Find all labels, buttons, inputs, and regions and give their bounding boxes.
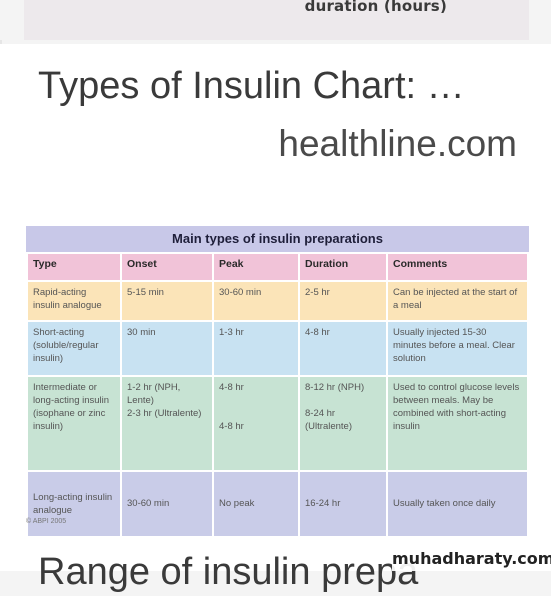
cell-duration: 2-5 hr xyxy=(298,280,388,322)
cell-onset: 1-2 hr (NPH, Lente) 2-3 hr (Ultralente) xyxy=(120,374,214,472)
header-type: Type xyxy=(26,252,122,282)
previous-result-image[interactable]: duration (hours) xyxy=(24,0,529,40)
result-image[interactable]: Main types of insulin preparations Type … xyxy=(24,226,529,539)
cell-peak: 1-3 hr xyxy=(212,319,300,377)
result-title[interactable]: Types of Insulin Chart: … xyxy=(38,65,465,107)
header-onset: Onset xyxy=(120,252,214,282)
header-peak: Peak xyxy=(212,252,300,282)
cell-type: Long-acting insulin analogue xyxy=(26,469,122,539)
copyright-note: © ABPI 2005 xyxy=(26,518,67,525)
cell-comments: Usually taken once daily xyxy=(386,469,529,539)
cell-duration: 8-12 hr (NPH) 8-24 hr (Ultralente) xyxy=(298,374,388,472)
cell-peak: 4-8 hr 4-8 hr xyxy=(212,374,300,472)
cell-peak: No peak xyxy=(212,469,300,539)
insulin-table: Main types of insulin preparations Type … xyxy=(26,226,529,539)
cell-comments: Used to control glucose levels between m… xyxy=(386,374,529,472)
cell-onset: 30-60 min xyxy=(120,469,214,539)
table-row: Short-acting (soluble/regular insulin) 3… xyxy=(26,319,529,377)
cell-type: Rapid-acting insulin analogue xyxy=(26,280,122,322)
table-row: Intermediate or long-acting insulin (iso… xyxy=(26,374,529,472)
previous-image-label: duration (hours) xyxy=(304,0,447,15)
cell-type: Short-acting (soluble/regular insulin) xyxy=(26,319,122,377)
cell-duration: 4-8 hr xyxy=(298,319,388,377)
next-result-title[interactable]: Range of insulin prepa xyxy=(38,551,419,593)
header-comments: Comments xyxy=(386,252,529,282)
result-source[interactable]: healthline.com xyxy=(278,123,517,164)
cell-comments: Can be injected at the start of a meal xyxy=(386,280,529,322)
site-watermark: muhadharaty.com xyxy=(392,546,551,571)
cell-onset: 30 min xyxy=(120,319,214,377)
table-row: Rapid-acting insulin analogue 5-15 min 3… xyxy=(26,280,529,322)
table-header-row: Type Onset Peak Duration Comments xyxy=(26,252,529,282)
cell-comments: Usually injected 15-30 minutes before a … xyxy=(386,319,529,377)
header-duration: Duration xyxy=(298,252,388,282)
cell-onset: 5-15 min xyxy=(120,280,214,322)
cell-duration: 16-24 hr xyxy=(298,469,388,539)
table-caption: Main types of insulin preparations xyxy=(26,226,529,252)
cell-peak: 30-60 min xyxy=(212,280,300,322)
cell-type: Intermediate or long-acting insulin (iso… xyxy=(26,374,122,472)
table-row: Long-acting insulin analogue 30-60 min N… xyxy=(26,469,529,539)
